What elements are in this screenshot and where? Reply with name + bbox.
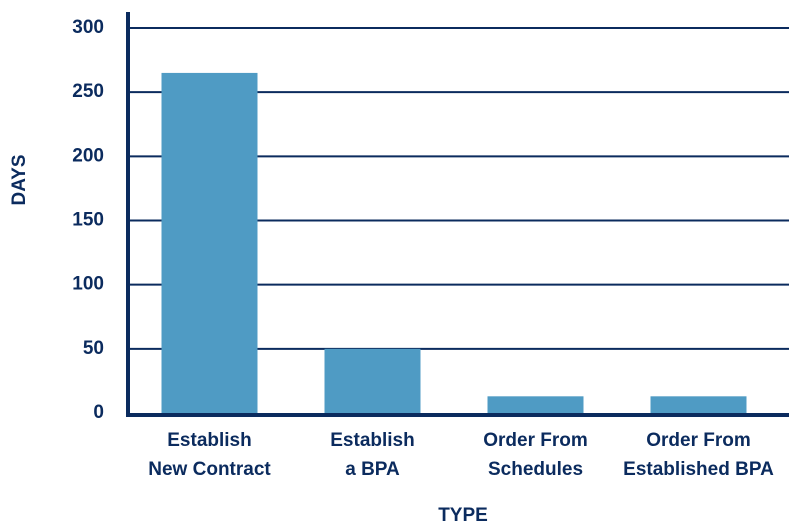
y-tick-label: 150 — [72, 210, 104, 231]
x-tick-label: Order From — [483, 430, 588, 451]
x-tick-label: a BPA — [345, 459, 400, 480]
x-tick-label: Establish — [330, 430, 414, 451]
y-tick-label: 50 — [83, 338, 104, 359]
bar — [324, 348, 421, 413]
x-tick-label: New Contract — [148, 459, 271, 480]
bar — [650, 396, 747, 413]
y-tick-label: 100 — [72, 274, 104, 295]
y-tick-label: 200 — [72, 145, 104, 166]
y-axis-label: DAYS — [9, 154, 30, 205]
y-tick-label: 250 — [72, 81, 104, 102]
x-tick-label: Established BPA — [623, 459, 774, 480]
x-tick-label: Order From — [646, 430, 751, 451]
y-tick-label: 300 — [72, 17, 104, 38]
x-tick-label: Establish — [167, 430, 251, 451]
bar — [161, 72, 258, 414]
bar — [487, 396, 584, 413]
y-tick-label: 0 — [93, 402, 104, 423]
x-tick-label: Schedules — [488, 459, 583, 480]
x-axis-label: TYPE — [438, 505, 488, 526]
